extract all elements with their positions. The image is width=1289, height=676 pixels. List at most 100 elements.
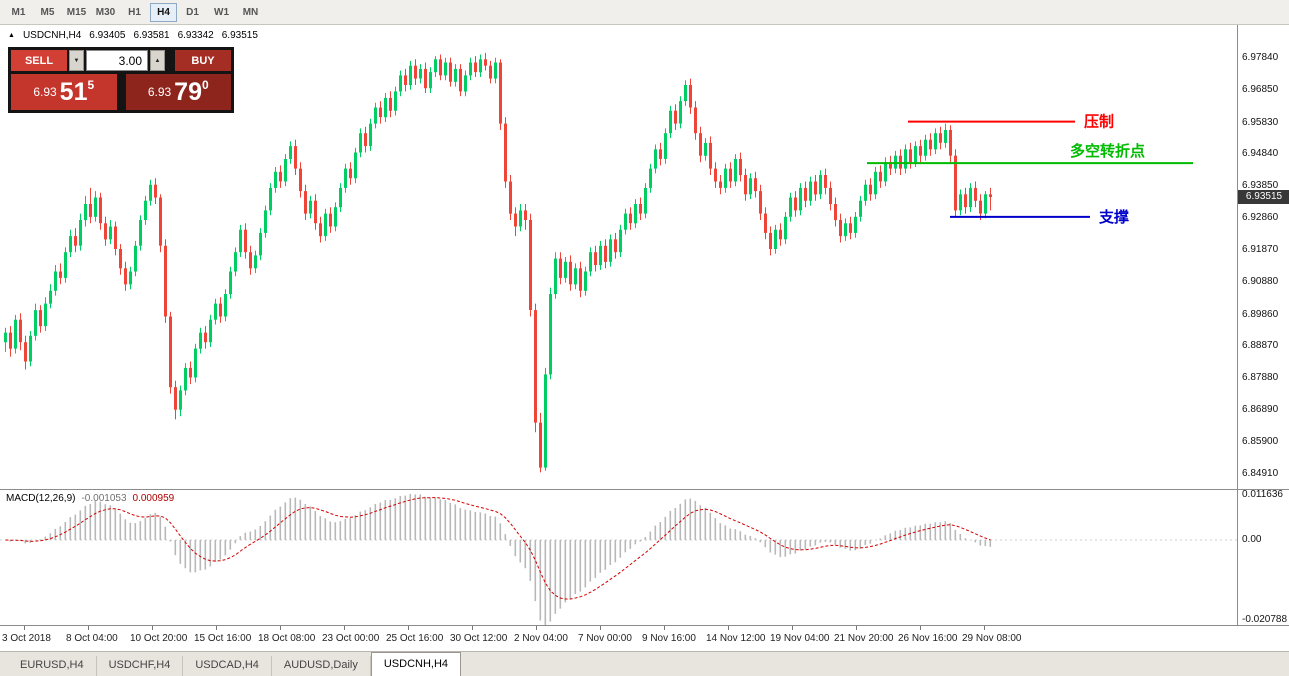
candle [879,165,882,188]
time-axis-tick [664,626,665,630]
candle [379,101,382,124]
candle [259,228,262,261]
time-label: 30 Oct 12:00 [450,633,508,644]
candle [719,175,722,195]
time-axis-tick [984,626,985,630]
candle [979,194,982,220]
macd-panel: MACD(12,26,9) -0.001053 0.000959 [0,490,1237,625]
candle [174,380,177,420]
candle [99,192,102,230]
candle [859,195,862,222]
time-axis-tick [792,626,793,630]
timeframe-mn[interactable]: MN [237,3,264,22]
volume-increase-button[interactable]: ▲ [150,50,165,71]
buy-button[interactable]: BUY [175,50,231,71]
candle [599,240,602,270]
price-label: 6.95830 [1242,116,1279,128]
panel-splitter[interactable] [0,489,1289,490]
buy-price-big: 79 [174,77,202,106]
annotation-support-label: 支撑 [1098,208,1129,226]
candle [534,303,537,433]
tab-eurusd-h4[interactable]: EURUSD,H4 [8,656,97,676]
time-label: 8 Oct 04:00 [66,633,118,644]
candle [269,183,272,216]
candle [364,126,367,153]
timeframe-m5[interactable]: M5 [34,3,61,22]
candle [874,167,877,200]
candle [414,59,417,85]
macd-label: MACD(12,26,9) -0.001053 0.000959 [6,493,174,504]
tab-usdchf-h4[interactable]: USDCHF,H4 [97,656,184,676]
time-label: 15 Oct 16:00 [194,633,252,644]
tab-usdcad-h4[interactable]: USDCAD,H4 [183,656,272,676]
candle [159,194,162,253]
candle [254,250,257,274]
collapse-triangle-icon[interactable]: ▲ [8,31,15,39]
candle [404,68,407,92]
candle [449,57,452,87]
candle [299,162,302,198]
sell-price-big: 51 [59,77,88,106]
timeframe-m1[interactable]: M1 [5,3,32,22]
candle [764,207,767,240]
candle [589,247,592,277]
time-axis-tick [24,626,25,630]
candle [794,191,797,217]
timeframe-h1[interactable]: H1 [121,3,148,22]
volume-input[interactable] [86,50,148,71]
candle [359,128,362,158]
candle [304,184,307,220]
candle [264,205,267,238]
candle [334,202,337,232]
candle [889,155,892,175]
candle [944,123,947,148]
candle [594,245,597,272]
candle [319,216,322,243]
sell-button[interactable]: SELL [11,50,67,71]
timeframe-h4[interactable]: H4 [150,2,177,22]
timeframe-m15[interactable]: M15 [63,3,90,22]
sell-price-display[interactable]: 6.93 51 5 [11,74,117,110]
timeframe-w1[interactable]: W1 [208,3,235,22]
volume-decrease-button[interactable]: ▼ [69,50,84,71]
time-axis-tick [856,626,857,630]
candle [904,144,907,174]
candle [14,314,17,354]
candle [239,224,242,257]
candle [519,204,522,232]
timeframe-m30[interactable]: M30 [92,3,119,22]
candle [529,213,532,317]
sell-price-pip: 5 [87,78,95,92]
candle [734,154,737,187]
candle [714,162,717,188]
candle [164,239,167,323]
candle [219,297,222,323]
price-axis: 6.93515 6.97840 6.96850 6.95830 6.94840 6.93… [1237,25,1289,625]
buy-price-display[interactable]: 6.93 79 0 [125,74,231,110]
time-axis-tick [216,626,217,630]
candle [969,183,972,212]
tab-usdcnh-h4[interactable]: USDCNH,H4 [370,652,462,676]
candle [989,187,992,211]
tab-audusd-daily[interactable]: AUDUSD,Daily [272,656,371,676]
macd-main-value: -0.001053 [81,493,127,504]
candle [934,128,937,155]
price-label: 6.96850 [1242,83,1279,95]
candle [249,245,252,275]
time-label: 21 Nov 20:00 [834,633,894,644]
time-axis-tick [600,626,601,630]
candle [29,331,32,367]
candle [209,314,212,347]
candle [409,60,412,90]
timeframe-d1[interactable]: D1 [179,3,206,22]
macd-signal-line [5,497,991,600]
candle [459,64,462,97]
time-label: 7 Nov 00:00 [578,633,632,644]
candle [229,266,232,299]
candle [469,57,472,81]
price-label: 6.86890 [1242,404,1279,416]
time-axis-tick [152,626,153,630]
ohlc-high: 6.93581 [133,30,170,41]
candle [114,221,117,256]
candle [949,125,952,163]
